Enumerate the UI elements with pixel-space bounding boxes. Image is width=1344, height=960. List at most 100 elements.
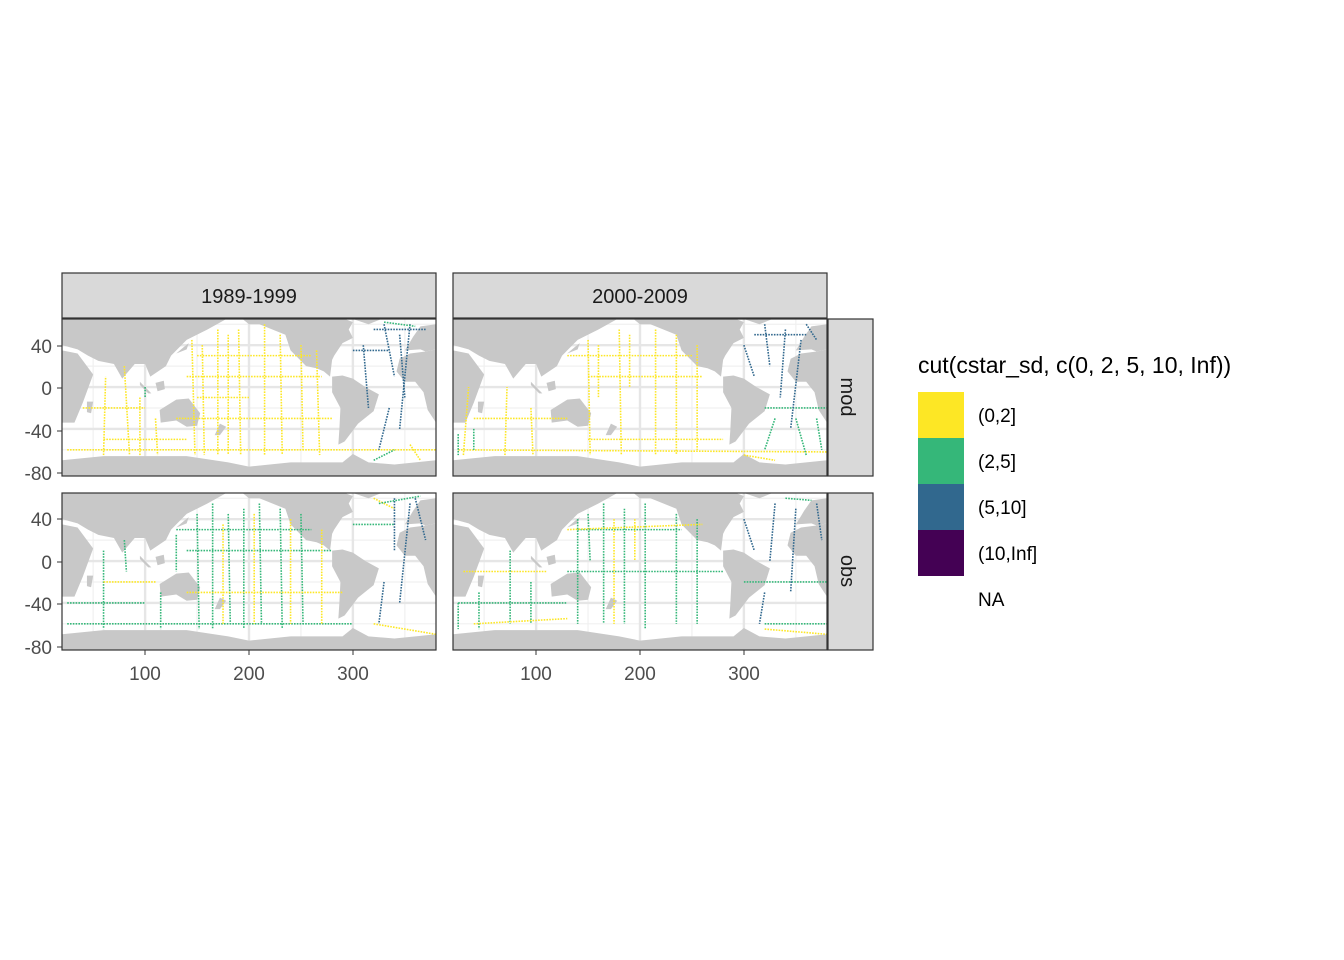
legend-label-0-2: (0,2]: [978, 406, 1016, 427]
land-mass: [453, 493, 618, 553]
land-mass: [159, 398, 201, 427]
legend-label-na: NA: [978, 590, 1005, 611]
data-track: [530, 407, 534, 456]
land-mass: [62, 628, 436, 650]
data-track: [237, 329, 242, 456]
data-track: [196, 513, 200, 630]
land-mass: [453, 628, 827, 650]
legend-label-2-5: (2,5]: [978, 452, 1016, 473]
land-mass: [567, 343, 580, 354]
data-track: [378, 407, 391, 451]
land-mass: [605, 423, 618, 436]
panel-plot-area: [453, 319, 827, 476]
x-axis-left: 100 200 300: [129, 650, 369, 685]
panel-obs-1989-1999: [61, 492, 437, 651]
legend-key-0-2: [918, 392, 964, 438]
y-tick-label: -80: [25, 464, 52, 485]
land-mass: [530, 555, 543, 568]
land-mass: [477, 575, 485, 588]
data-track: [414, 498, 427, 541]
land-mass: [155, 554, 165, 566]
data-track: [373, 497, 395, 510]
legend-title: cut(cstar_sd, c(0, 2, 5, 10, Inf)): [918, 352, 1231, 378]
strip-label-col-1: 1989-1999: [201, 286, 297, 308]
land-mass: [396, 523, 436, 597]
y-tick-label: -80: [25, 638, 52, 659]
column-strip-2: 2000-2009: [452, 272, 828, 319]
land-mass: [550, 398, 592, 427]
land-mass: [242, 319, 353, 377]
data-track: [795, 418, 807, 456]
land-mass: [743, 493, 773, 499]
data-track: [279, 508, 284, 630]
panel-plot-area: [62, 319, 436, 476]
data-track: [258, 503, 263, 624]
x-tick-label: 300: [728, 664, 760, 685]
land-mass: [332, 549, 379, 619]
y-tick-label: 40: [31, 337, 52, 358]
y-tick-label: 40: [31, 510, 52, 531]
strip-label-col-2: 2000-2009: [592, 286, 688, 308]
data-track: [378, 495, 421, 505]
data-track: [154, 418, 159, 456]
data-track: [805, 323, 818, 341]
land-mass: [159, 572, 201, 601]
data-track: [587, 339, 591, 456]
row-strip-1: mod: [827, 318, 874, 477]
panel-plot-area: [453, 493, 827, 650]
land-mass: [546, 554, 556, 566]
legend: cut(cstar_sd, c(0, 2, 5, 10, Inf)) (0,2]…: [918, 352, 1231, 622]
data-track: [758, 592, 766, 624]
land-mass: [352, 493, 382, 499]
land-mass: [214, 423, 227, 436]
y-tick-label: 0: [41, 379, 52, 400]
data-track: [504, 387, 508, 456]
land-mass: [62, 493, 227, 553]
x-tick-label: 100: [520, 664, 552, 685]
land-mass: [62, 524, 94, 597]
land-mass: [242, 493, 353, 551]
land-mass: [155, 380, 165, 392]
y-axis-bottom: 40 0 -40 -80: [25, 510, 62, 659]
panel-mod-1989-1999: [61, 318, 437, 477]
data-track: [378, 581, 385, 624]
row-strip-2: obs: [827, 492, 874, 651]
data-track: [123, 540, 128, 572]
data-track: [743, 454, 776, 462]
land-mass: [139, 555, 152, 568]
land-mass: [453, 350, 485, 423]
land-mass: [546, 380, 556, 392]
strip-label-row-2: obs: [836, 555, 858, 587]
x-tick-label: 300: [337, 664, 369, 685]
data-track: [373, 623, 436, 636]
data-track: [383, 321, 416, 328]
land-mass: [86, 401, 94, 414]
data-track: [567, 523, 703, 531]
land-mass: [550, 572, 592, 601]
data-track: [462, 386, 470, 456]
column-strip-1: 1989-1999: [61, 272, 437, 319]
data-track: [779, 329, 787, 398]
x-tick-label: 200: [233, 664, 265, 685]
data-track: [102, 376, 107, 456]
land-mass: [62, 319, 227, 379]
strip-label-row-1: mod: [836, 378, 858, 417]
data-track: [315, 350, 321, 456]
data-track: [123, 366, 131, 456]
data-track: [300, 345, 304, 450]
data-track: [191, 339, 196, 456]
land-mass: [633, 319, 744, 377]
land-mass: [86, 575, 94, 588]
y-tick-label: -40: [25, 595, 52, 616]
data-track: [383, 324, 396, 377]
y-axis-top: 40 0 -40 -80: [25, 337, 62, 485]
land-mass: [743, 319, 773, 325]
panel-border: [452, 318, 828, 477]
data-track: [769, 503, 776, 562]
data-track: [398, 324, 411, 429]
data-track: [409, 444, 422, 461]
data-track: [201, 345, 206, 456]
y-tick-label: 0: [41, 553, 52, 574]
panel-plot-area: [62, 493, 436, 650]
